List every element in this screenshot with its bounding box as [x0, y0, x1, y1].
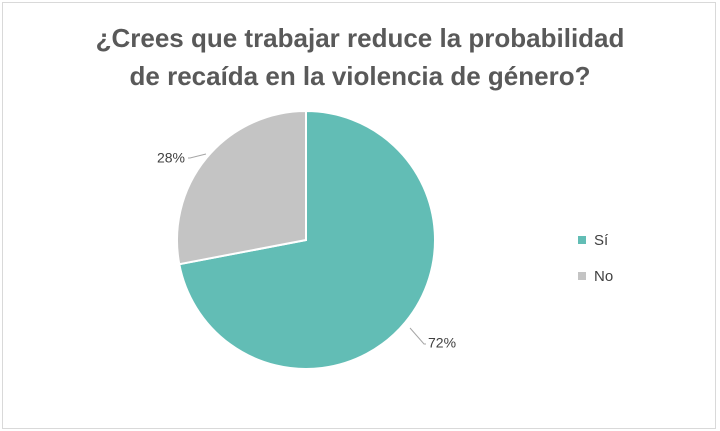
leader-line-si — [409, 327, 426, 345]
data-label-si: 72% — [428, 335, 456, 351]
legend-swatch-si — [578, 236, 586, 244]
slice-si — [178, 109, 436, 370]
legend-label-no: No — [594, 267, 614, 285]
chart-title-line-1: ¿Crees que trabajar reduce la probabilid… — [95, 23, 625, 53]
legend-swatch-no — [578, 272, 586, 280]
leader-line-no — [188, 153, 207, 159]
slice-no — [176, 109, 307, 266]
chart-title-line-2: de recaída en la violencia de género? — [129, 61, 591, 91]
legend-item-si: Sí — [578, 230, 613, 250]
legend-label-si: Sí — [594, 231, 609, 249]
legend: Sí No — [578, 230, 613, 302]
legend-item-no: No — [578, 266, 613, 286]
chart-title: ¿Crees que trabajar reduce la probabilid… — [3, 19, 717, 95]
data-label-no: 28% — [157, 150, 185, 166]
